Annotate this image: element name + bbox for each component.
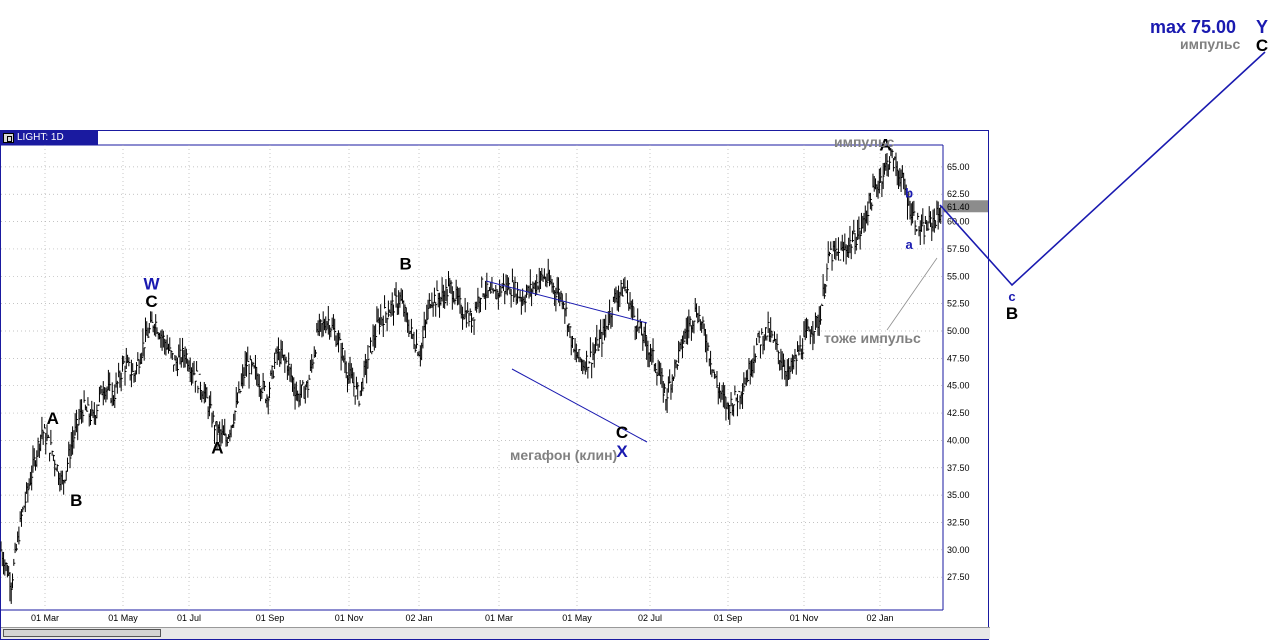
annotation-impulse: импульс [834,134,895,150]
wave-label-w: W [144,274,161,293]
last-price-box [943,200,988,213]
chart-title: LIGHT: 1D [17,132,64,143]
x-tick-label: 01 Jul [177,613,201,623]
x-tick-label: 01 May [108,613,138,623]
x-tick-label: 02 Jan [405,613,432,623]
x-tick-label: 01 May [562,613,592,623]
wave-label-low-b: B [1006,304,1018,323]
annotation-target-impulse: импульс [1180,36,1241,52]
x-tick-label: 01 Mar [485,613,513,623]
wave-label-small-c: c [1008,289,1015,304]
wave-label-small-b: b [905,186,913,201]
x-tick-label: 01 Nov [335,613,364,623]
window-menu-icon[interactable] [3,133,14,143]
y-tick-label: 35.00 [947,490,970,500]
wave-label-b: B [399,255,411,274]
y-tick-label: 47.50 [947,353,970,363]
annotation-pointer-line [886,257,938,331]
wave-label-small-a: a [905,237,913,252]
wave-label-target-c: C [1256,36,1268,55]
y-tick-label: 42.50 [947,408,970,418]
y-tick-label: 40.00 [947,435,970,445]
y-tick-label: 65.00 [947,162,970,172]
y-tick-label: 45.00 [947,381,970,391]
y-tick-label: 52.50 [947,299,970,309]
y-tick-label: 37.50 [947,463,970,473]
y-tick-label: 50.00 [947,326,970,336]
wave-label-a: A [47,409,59,428]
y-tick-label: 55.00 [947,271,970,281]
y-tick-label: 57.50 [947,244,970,254]
wave-label-a: A [211,439,223,458]
scrollbar-thumb[interactable] [3,629,161,637]
x-tick-label: 01 Nov [790,613,819,623]
y-tick-label: 30.00 [947,545,970,555]
chart-window: LIGHT: 1D [0,130,990,640]
megaphone-upper-line [485,280,648,324]
x-tick-label: 01 Mar [31,613,59,623]
x-tick-label: 02 Jan [866,613,893,623]
forecast-path [939,51,1266,287]
last-price-label: 61.40 [947,202,970,212]
annotation-max: max 75.00 [1150,17,1236,37]
wave-label-y: Y [1256,17,1268,37]
megaphone-lower-line [511,368,648,443]
annotation-megaphone: мегафон (клин) [510,447,617,463]
wave-label-c: C [145,292,157,311]
y-tick-label: 32.50 [947,517,970,527]
chart-title-bar[interactable]: LIGHT: 1D [1,131,98,145]
wave-label-b: B [70,491,82,510]
y-tick-label: 60.00 [947,217,970,227]
x-tick-label: 02 Jul [638,613,662,623]
x-tick-label: 01 Sep [256,613,285,623]
price-bars [0,148,943,604]
wave-label-a: A [879,135,891,154]
annotation-also-impulse: тоже импульс [824,330,921,346]
wave-label-c: C [616,423,628,442]
y-tick-label: 27.50 [947,572,970,582]
wave-label-x: X [616,442,628,461]
y-tick-label: 62.50 [947,189,970,199]
x-tick-label: 01 Sep [714,613,743,623]
horizontal-scrollbar[interactable] [1,627,990,639]
